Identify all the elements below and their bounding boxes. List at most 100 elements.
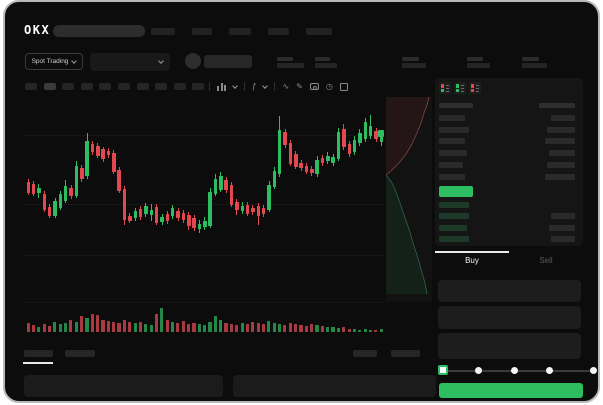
volume-bar — [165, 320, 169, 332]
nav-item-placeholder[interactable] — [192, 28, 212, 35]
ask-row-amount[interactable] — [547, 161, 575, 168]
ask-row-price[interactable] — [439, 115, 465, 121]
volume-bar — [256, 323, 260, 332]
interval-button[interactable] — [25, 83, 37, 90]
volume-bar — [96, 315, 100, 332]
bottom-tab[interactable] — [24, 350, 53, 357]
bid-row-price[interactable] — [439, 224, 467, 231]
tab-buy[interactable]: Buy — [465, 256, 479, 265]
amount-slider-handle[interactable] — [438, 365, 448, 375]
order-input-field[interactable] — [438, 306, 581, 329]
interval-button[interactable] — [192, 83, 205, 90]
volume-bar — [149, 325, 153, 332]
slider-stop[interactable] — [511, 367, 518, 374]
candle — [272, 171, 277, 187]
order-input-field[interactable] — [438, 280, 581, 302]
ask-row-price[interactable] — [439, 161, 463, 168]
nav-item-placeholder[interactable] — [268, 28, 289, 35]
ticker-stat-value — [402, 63, 426, 68]
candle — [192, 218, 196, 228]
settings-icon[interactable]: ◷ — [325, 82, 333, 91]
slider-stop[interactable] — [590, 367, 597, 374]
ask-row-amount[interactable] — [545, 138, 575, 145]
volume-bar — [69, 320, 73, 332]
volume-bar — [283, 325, 287, 332]
volume-bar — [154, 314, 159, 332]
bid-row-price[interactable] — [439, 213, 469, 220]
candle — [283, 132, 287, 145]
bottom-info-box[interactable] — [24, 375, 223, 397]
nav-item-placeholder[interactable] — [151, 28, 175, 35]
candle — [69, 188, 73, 196]
ticker-stat-label — [315, 57, 330, 61]
volume-bar — [379, 329, 383, 332]
depth-chart[interactable] — [385, 96, 432, 302]
ticker-stat-label — [277, 57, 293, 61]
active-tab-indicator — [23, 362, 53, 364]
okx-logo[interactable]: OKX — [24, 23, 51, 37]
book-both-icon[interactable] — [439, 82, 451, 94]
slider-stop[interactable] — [546, 367, 553, 374]
ask-row-amount[interactable] — [551, 115, 575, 121]
ask-row-amount[interactable] — [547, 126, 575, 133]
bid-row-price[interactable] — [439, 235, 469, 242]
trendline-tool-icon[interactable]: ∿ — [282, 82, 290, 91]
candle — [26, 182, 30, 193]
volume-bar — [203, 325, 207, 332]
nav-item-placeholder[interactable] — [229, 28, 251, 35]
tab-sell[interactable]: Sell — [539, 256, 553, 265]
candle — [138, 209, 143, 217]
chevron-down-icon[interactable] — [262, 82, 269, 89]
candle — [352, 140, 357, 152]
volume-bar — [58, 324, 62, 332]
nav-item-placeholder[interactable] — [306, 28, 332, 35]
bid-row-price[interactable] — [439, 202, 469, 208]
ask-row-price[interactable] — [439, 138, 465, 145]
ask-row-amount[interactable] — [545, 173, 575, 180]
fullscreen-icon[interactable] — [339, 82, 348, 91]
toggle-color-bars — [456, 84, 459, 92]
candle-type-icon[interactable] — [217, 82, 226, 91]
candlestick-chart[interactable] — [23, 97, 384, 337]
pair-selector-dropdown[interactable] — [90, 53, 170, 71]
chevron-down-icon[interactable] — [232, 82, 238, 89]
bottom-info-box[interactable] — [233, 375, 436, 397]
indicators-icon[interactable]: ƒ — [252, 82, 257, 91]
book-asks-icon[interactable] — [469, 82, 481, 94]
bottom-action-placeholder[interactable] — [353, 350, 377, 357]
bottom-tab[interactable] — [65, 350, 95, 357]
ask-row-price[interactable] — [439, 126, 469, 133]
interval-button[interactable] — [99, 83, 112, 90]
interval-button[interactable] — [62, 83, 75, 90]
book-bids-icon[interactable] — [454, 82, 466, 94]
ask-row-price[interactable] — [439, 150, 467, 157]
interval-button[interactable] — [155, 83, 168, 90]
draw-tool-icon[interactable]: ✎ — [296, 82, 303, 91]
buy-submit-button[interactable] — [439, 383, 583, 398]
slider-stop[interactable] — [475, 367, 482, 374]
interval-button[interactable] — [118, 83, 130, 90]
divider — [209, 82, 210, 91]
bid-row-amount[interactable] — [551, 213, 575, 220]
order-input-field[interactable] — [438, 333, 581, 359]
volume-bar — [208, 322, 212, 332]
screenshot-icon[interactable] — [309, 83, 319, 90]
ask-row-amount[interactable] — [549, 150, 575, 157]
market-type-dropdown[interactable]: Spot Trading — [25, 53, 83, 70]
search-input[interactable] — [53, 25, 145, 37]
toggle-lines — [445, 84, 449, 92]
ask-row-price[interactable] — [439, 173, 465, 180]
interval-button[interactable] — [173, 83, 186, 90]
candle — [347, 144, 351, 154]
interval-button[interactable] — [43, 83, 56, 90]
bottom-action-placeholder[interactable] — [391, 350, 420, 357]
volume-bar — [112, 322, 116, 332]
candle — [53, 201, 57, 216]
candle — [128, 216, 132, 221]
interval-button[interactable] — [136, 83, 149, 90]
interval-button[interactable] — [80, 83, 93, 90]
bid-row-amount[interactable] — [551, 235, 575, 242]
candle — [80, 168, 84, 179]
volume-bar — [326, 327, 330, 332]
bid-row-amount[interactable] — [549, 224, 575, 231]
